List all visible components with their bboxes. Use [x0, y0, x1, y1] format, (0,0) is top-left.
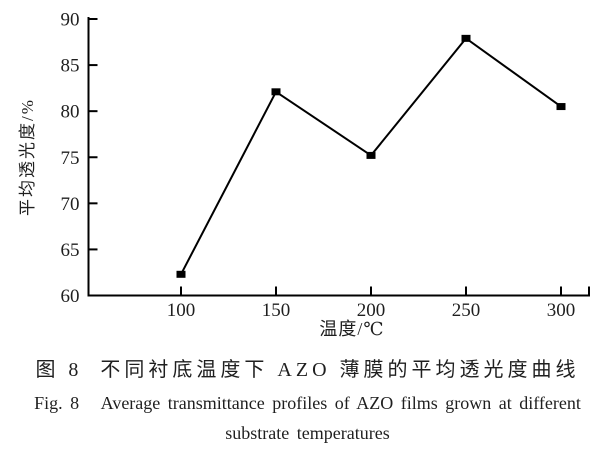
transmittance-line-chart: 60 65 70 75 80 85 90 100 150 200 250 300 温度/℃ 平均透光度/%: [18, 10, 590, 339]
y-tick-label: 75: [61, 148, 80, 169]
caption-english-line2: substrate temperatures: [225, 423, 390, 443]
y-tick-label: 85: [61, 56, 80, 77]
data-point-marker: [366, 151, 376, 159]
y-tick-label: 80: [61, 102, 80, 123]
x-tick-label: 250: [452, 300, 481, 321]
x-tick-label: 150: [262, 300, 291, 321]
data-point-marker: [176, 270, 186, 278]
x-axis-label: 温度/℃: [319, 319, 384, 339]
caption-english-line1: Fig. 8 Average transmittance profiles of…: [34, 393, 581, 413]
caption-chinese: 图 8 不同衬底温度下 AZO 薄膜的平均透光度曲线: [35, 359, 580, 381]
y-tick-label: 90: [61, 10, 80, 31]
y-tick-label: 70: [61, 194, 80, 215]
data-point-marker: [271, 88, 281, 96]
y-tick-label: 65: [61, 240, 80, 261]
x-tick-label: 200: [357, 300, 386, 321]
x-tick-label: 300: [547, 300, 576, 321]
x-tick-label: 100: [167, 300, 196, 321]
data-point-marker: [556, 103, 566, 111]
y-tick-label: 60: [61, 286, 80, 307]
data-point-marker: [461, 34, 471, 42]
y-axis-label: 平均透光度/%: [18, 98, 37, 216]
